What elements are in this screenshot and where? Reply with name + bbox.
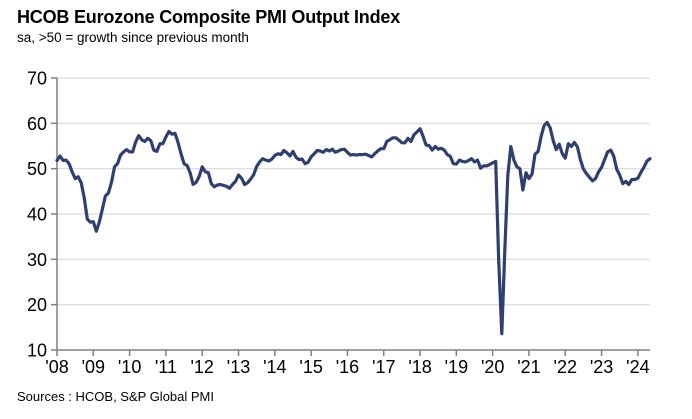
x-tick-label: '16 <box>336 357 359 377</box>
x-tick-label: '17 <box>372 357 395 377</box>
y-tick-label: 60 <box>27 114 47 134</box>
x-tick-label: '11 <box>155 357 177 377</box>
y-tick-label: 50 <box>27 159 47 179</box>
x-tick-label: '23 <box>590 357 613 377</box>
x-tick-label: '13 <box>227 357 250 377</box>
pmi-series-line <box>55 120 652 336</box>
y-tick-label: 10 <box>27 341 47 361</box>
x-tick-label: '14 <box>263 357 286 377</box>
x-tick-label: '24 <box>626 357 649 377</box>
x-tick-label: '18 <box>408 357 431 377</box>
x-tick-label: '22 <box>554 357 577 377</box>
x-tick-label: '12 <box>190 357 213 377</box>
x-tick-label: '19 <box>445 357 468 377</box>
x-tick-label: '21 <box>517 357 540 377</box>
x-tick-label: '08 <box>45 357 68 377</box>
y-tick-label: 40 <box>27 205 47 225</box>
x-tick-label: '15 <box>299 357 322 377</box>
y-tick-label: 30 <box>27 250 47 270</box>
x-tick-label: '20 <box>481 357 504 377</box>
source-note: Sources : HCOB, S&P Global PMI <box>17 389 214 404</box>
chart-title: HCOB Eurozone Composite PMI Output Index <box>17 7 400 27</box>
chart-subtitle: sa, >50 = growth since previous month <box>17 30 249 45</box>
x-tick-label: '10 <box>118 357 141 377</box>
x-tick-label: '09 <box>82 357 105 377</box>
y-tick-label: 70 <box>27 69 47 89</box>
y-tick-label: 20 <box>27 295 47 315</box>
